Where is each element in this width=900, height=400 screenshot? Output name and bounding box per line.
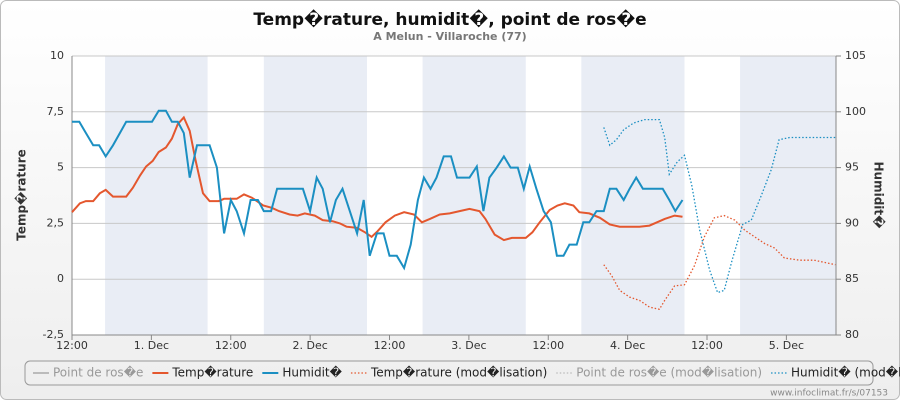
y2-tick-label: 105 [845,49,866,62]
legend-label: Temp�rature (mod�lisation) [370,366,547,380]
legend-label: Point de ros�e [53,366,143,380]
y-tick-label: 10 [50,49,64,62]
series-line [72,109,684,271]
y-axis-title: Temp�rature [14,149,29,241]
x-tick-label: 12:00 [691,339,723,352]
chart-title: Temp�rature, humidit�, point de ros�e [253,9,646,30]
legend-label: Temp�rature [171,366,253,380]
x-tick-label: 5. Dec [769,339,804,352]
series-line [603,118,836,294]
night-band [263,56,368,335]
legend-label: Point de ros�e (mod�lisation) [576,366,762,380]
x-tick-label: 12:00 [374,339,406,352]
y2-tick-label: 95 [845,161,859,174]
x-tick-label: 3. Dec [451,339,486,352]
legend-label: Humidit� (mod�lisation) [791,366,900,380]
legend-item[interactable]: Temp�rature [152,366,253,380]
night-band [581,56,685,335]
legend-item[interactable]: Temp�rature (mod�lisation) [350,366,547,380]
series-line [71,115,683,242]
x-tick-label: 1. Dec [134,339,169,352]
y-tick-label: 2,5 [47,216,65,229]
x-tick-label: 2. Dec [292,339,327,352]
y2-tick-label: 90 [845,216,859,229]
legend-item[interactable]: Point de ros�e (mod�lisation) [556,366,762,380]
x-tick-label: 12:00 [215,339,247,352]
y2-axis-title: Humidit� [872,161,887,229]
y-tick-label: 5 [57,161,64,174]
night-band [105,56,208,335]
legend-item[interactable]: Humidit� [262,366,343,380]
x-tick-label: 12:00 [56,339,88,352]
y2-tick-label: 85 [845,272,859,285]
y2-tick-label: 80 [845,328,859,341]
y-tick-label: 7,5 [47,105,65,118]
credit: www.infoclimat.fr/s/07153 [770,389,888,399]
night-band [422,56,526,335]
y-tick-label: -2,5 [43,328,64,341]
legend-label: Humidit� [282,366,342,380]
y2-tick-label: 100 [845,105,866,118]
series-line [603,214,836,311]
legend [24,360,874,386]
legend-item[interactable]: Point de ros�e [33,366,143,380]
night-band [740,56,836,335]
chart-subtitle: A Melun - Villaroche (77) [373,30,526,43]
legend-item[interactable]: Humidit� (mod�lisation) [771,366,900,380]
x-tick-label: 12:00 [532,339,564,352]
y-tick-label: 0 [57,272,64,285]
x-tick-label: 4. Dec [610,339,645,352]
